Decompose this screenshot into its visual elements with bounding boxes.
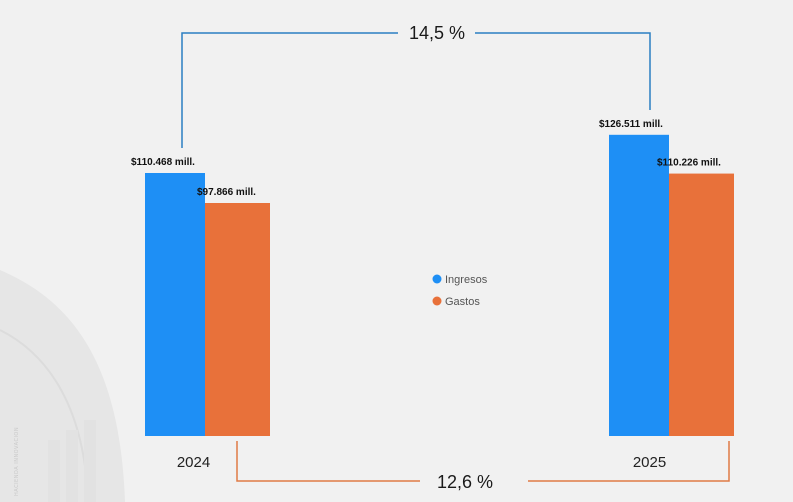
watermark-text: HACIENDA INNOVACION xyxy=(14,426,20,496)
bar-ingresos-2025 xyxy=(609,134,669,436)
bar-gastos-2024 xyxy=(205,203,270,436)
labels-layer: $110.468 mill. $97.866 mill. $126.511 mill… xyxy=(131,119,721,198)
logo-mark xyxy=(48,420,96,502)
legend-marker-ingresos xyxy=(432,274,442,284)
x-axis: 2024 2025 xyxy=(177,454,666,471)
ingresos-growth-bracket-left xyxy=(181,32,398,148)
annotations: 14,5 % 12,6 % xyxy=(181,23,730,492)
ingresos-growth-bracket-right xyxy=(475,32,651,110)
data-label-ingresos-2024: $110.468 mill. xyxy=(131,157,195,168)
x-tick-label-2025: 2025 xyxy=(633,454,666,471)
x-tick-label-2024: 2024 xyxy=(177,454,210,471)
legend-label-ingresos: Ingresos xyxy=(445,274,488,286)
bar-ingresos-2024 xyxy=(145,173,205,436)
legend-label-gastos: Gastos xyxy=(445,296,480,308)
ingresos-growth-label: 14,5 % xyxy=(409,23,465,43)
data-label-ingresos-2025: $126.511 mill. xyxy=(599,119,663,130)
gastos-growth-bracket-left xyxy=(236,441,420,482)
background-decor xyxy=(0,270,125,502)
bar-gastos-2025 xyxy=(669,173,734,436)
gastos-growth-label: 12,6 % xyxy=(437,472,493,492)
gastos-growth-bracket-right xyxy=(528,441,730,482)
bars-layer xyxy=(145,134,734,436)
data-label-gastos-2024: $97.866 mill. xyxy=(197,187,256,198)
data-label-gastos-2025: $110.226 mill. xyxy=(657,158,721,169)
legend-marker-gastos xyxy=(432,296,442,306)
legend: Ingresos Gastos xyxy=(432,274,488,308)
